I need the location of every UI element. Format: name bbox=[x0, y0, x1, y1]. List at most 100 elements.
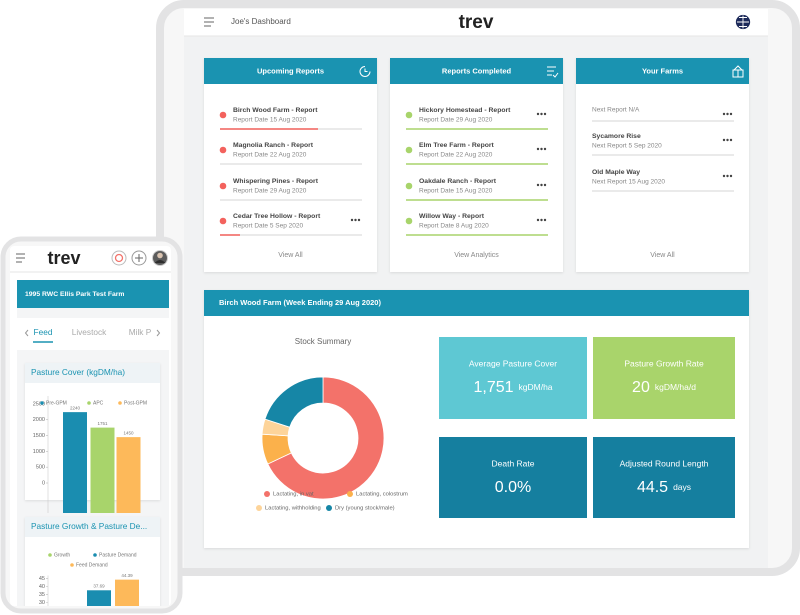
more-dot bbox=[543, 183, 547, 187]
card-icon[interactable] bbox=[547, 66, 559, 78]
more-button[interactable] bbox=[722, 174, 733, 178]
item-name[interactable]: Oakdale Ranch - Report bbox=[419, 178, 497, 185]
item-name[interactable]: Willow Way - Report bbox=[419, 213, 485, 220]
item-name[interactable]: Old Maple Way bbox=[592, 169, 640, 176]
more-dot bbox=[726, 174, 729, 178]
legend-label: APC bbox=[93, 400, 104, 406]
item-name[interactable]: Magnolia Ranch - Report bbox=[233, 142, 314, 149]
item-date: Report Date 15 Aug 2020 bbox=[233, 117, 307, 124]
tablet-header bbox=[184, 9, 768, 36]
stat-value-line: 44.5 days bbox=[637, 479, 691, 496]
more-dot bbox=[536, 147, 540, 151]
item-date: Report Date 29 Aug 2020 bbox=[233, 188, 307, 195]
tab-bar bbox=[17, 318, 169, 350]
tab[interactable]: Livestock bbox=[72, 327, 107, 337]
more-button[interactable] bbox=[536, 147, 547, 151]
stat-value: 0.0% bbox=[495, 479, 531, 496]
phone-logo[interactable]: trev bbox=[47, 248, 80, 268]
more-button[interactable] bbox=[536, 218, 547, 222]
legend-swatch bbox=[93, 553, 97, 557]
pasture-cover-card-header bbox=[25, 363, 160, 383]
y-tick-label: 1000 bbox=[33, 449, 45, 455]
legend-swatch bbox=[264, 491, 270, 497]
legend-swatch bbox=[256, 505, 262, 511]
bar bbox=[90, 427, 115, 513]
chart-title: Pasture Growth & Pasture De... bbox=[31, 521, 147, 531]
card-icon[interactable] bbox=[732, 65, 744, 78]
card-title: Reports Completed bbox=[442, 66, 512, 75]
y-tick-label: 35 bbox=[39, 592, 45, 598]
tab-prev[interactable] bbox=[24, 329, 29, 337]
more-dot bbox=[543, 112, 547, 116]
bar bbox=[115, 579, 139, 606]
card-link[interactable]: View Analytics bbox=[454, 252, 499, 259]
item-date: Report Date 29 Aug 2020 bbox=[419, 117, 493, 124]
more-dot bbox=[536, 218, 540, 222]
item-name[interactable]: Whispering Pines - Report bbox=[233, 178, 319, 185]
tab-next[interactable] bbox=[156, 329, 161, 337]
more-dot bbox=[729, 112, 733, 116]
legend-swatch bbox=[40, 401, 44, 405]
legend-swatch bbox=[48, 553, 52, 557]
y-tick-label: 0 bbox=[42, 480, 45, 486]
bar-value-label: 37.69 bbox=[93, 583, 105, 588]
report-header bbox=[204, 290, 749, 316]
bar bbox=[87, 590, 111, 606]
donut-slice bbox=[267, 376, 385, 500]
stat-unit: kgDM/ha bbox=[519, 382, 553, 392]
stat-tile bbox=[439, 437, 587, 518]
card-icon[interactable] bbox=[359, 66, 371, 77]
status-dot bbox=[405, 217, 413, 225]
card-header bbox=[390, 58, 563, 84]
donut-slice bbox=[264, 376, 324, 428]
more-button[interactable] bbox=[722, 138, 733, 142]
card-header bbox=[204, 58, 377, 84]
more-dot bbox=[722, 138, 726, 142]
more-dot bbox=[540, 218, 543, 222]
card-link[interactable]: View All bbox=[650, 252, 675, 259]
logo[interactable]: trev bbox=[459, 12, 494, 33]
item-name[interactable]: Cedar Tree Hollow - Report bbox=[233, 213, 321, 220]
item-date: Next Report N/A bbox=[592, 107, 640, 114]
stat-value: 1,751 bbox=[473, 379, 513, 396]
item-name[interactable]: Hickory Homestead - Report bbox=[419, 107, 511, 114]
avatar-button[interactable] bbox=[152, 250, 168, 266]
y-tick-label: 40 bbox=[39, 584, 45, 590]
more-button[interactable] bbox=[536, 112, 547, 116]
card-link[interactable]: View All bbox=[278, 252, 303, 259]
legend-label: Post-GPM bbox=[124, 400, 147, 406]
report-card bbox=[390, 58, 563, 272]
more-button[interactable] bbox=[722, 112, 733, 116]
status-dot bbox=[405, 146, 413, 154]
status-dot bbox=[405, 111, 413, 119]
card-header bbox=[576, 58, 749, 84]
phone-menu-button[interactable] bbox=[16, 253, 25, 263]
more-dot bbox=[354, 218, 357, 222]
stat-value-line: 20 kgDM/ha/d bbox=[632, 379, 696, 396]
bar bbox=[63, 412, 87, 513]
bar-value-label: 1450 bbox=[123, 430, 134, 435]
globe-button[interactable] bbox=[735, 14, 751, 30]
more-button[interactable] bbox=[536, 183, 547, 187]
stat-value-line: 1,751 kgDM/ha bbox=[473, 379, 552, 396]
more-dot bbox=[726, 112, 729, 116]
icon-list bbox=[547, 66, 559, 78]
farm-banner bbox=[17, 280, 169, 308]
item-date: Report Date 22 Aug 2020 bbox=[419, 152, 493, 159]
item-name[interactable]: Elm Tree Farm - Report bbox=[419, 142, 495, 149]
tab[interactable]: Feed bbox=[34, 327, 53, 337]
stat-value: 20 bbox=[632, 379, 650, 396]
item-name[interactable]: Sycamore Rise bbox=[592, 133, 641, 140]
add-button[interactable] bbox=[131, 250, 147, 266]
tab[interactable]: Milk P bbox=[129, 327, 152, 337]
notification-button[interactable] bbox=[111, 250, 127, 266]
more-dot bbox=[536, 112, 540, 116]
menu-button[interactable] bbox=[204, 17, 214, 27]
legend-label: Feed Demand bbox=[76, 562, 108, 568]
legend-label: Pasture Demand bbox=[99, 552, 137, 558]
y-tick-label: 1500 bbox=[33, 433, 45, 439]
stat-unit: days bbox=[673, 482, 691, 492]
more-button[interactable] bbox=[350, 218, 361, 222]
stat-label: Average Pasture Cover bbox=[469, 358, 557, 368]
item-name[interactable]: Birch Wood Farm - Report bbox=[233, 107, 318, 114]
